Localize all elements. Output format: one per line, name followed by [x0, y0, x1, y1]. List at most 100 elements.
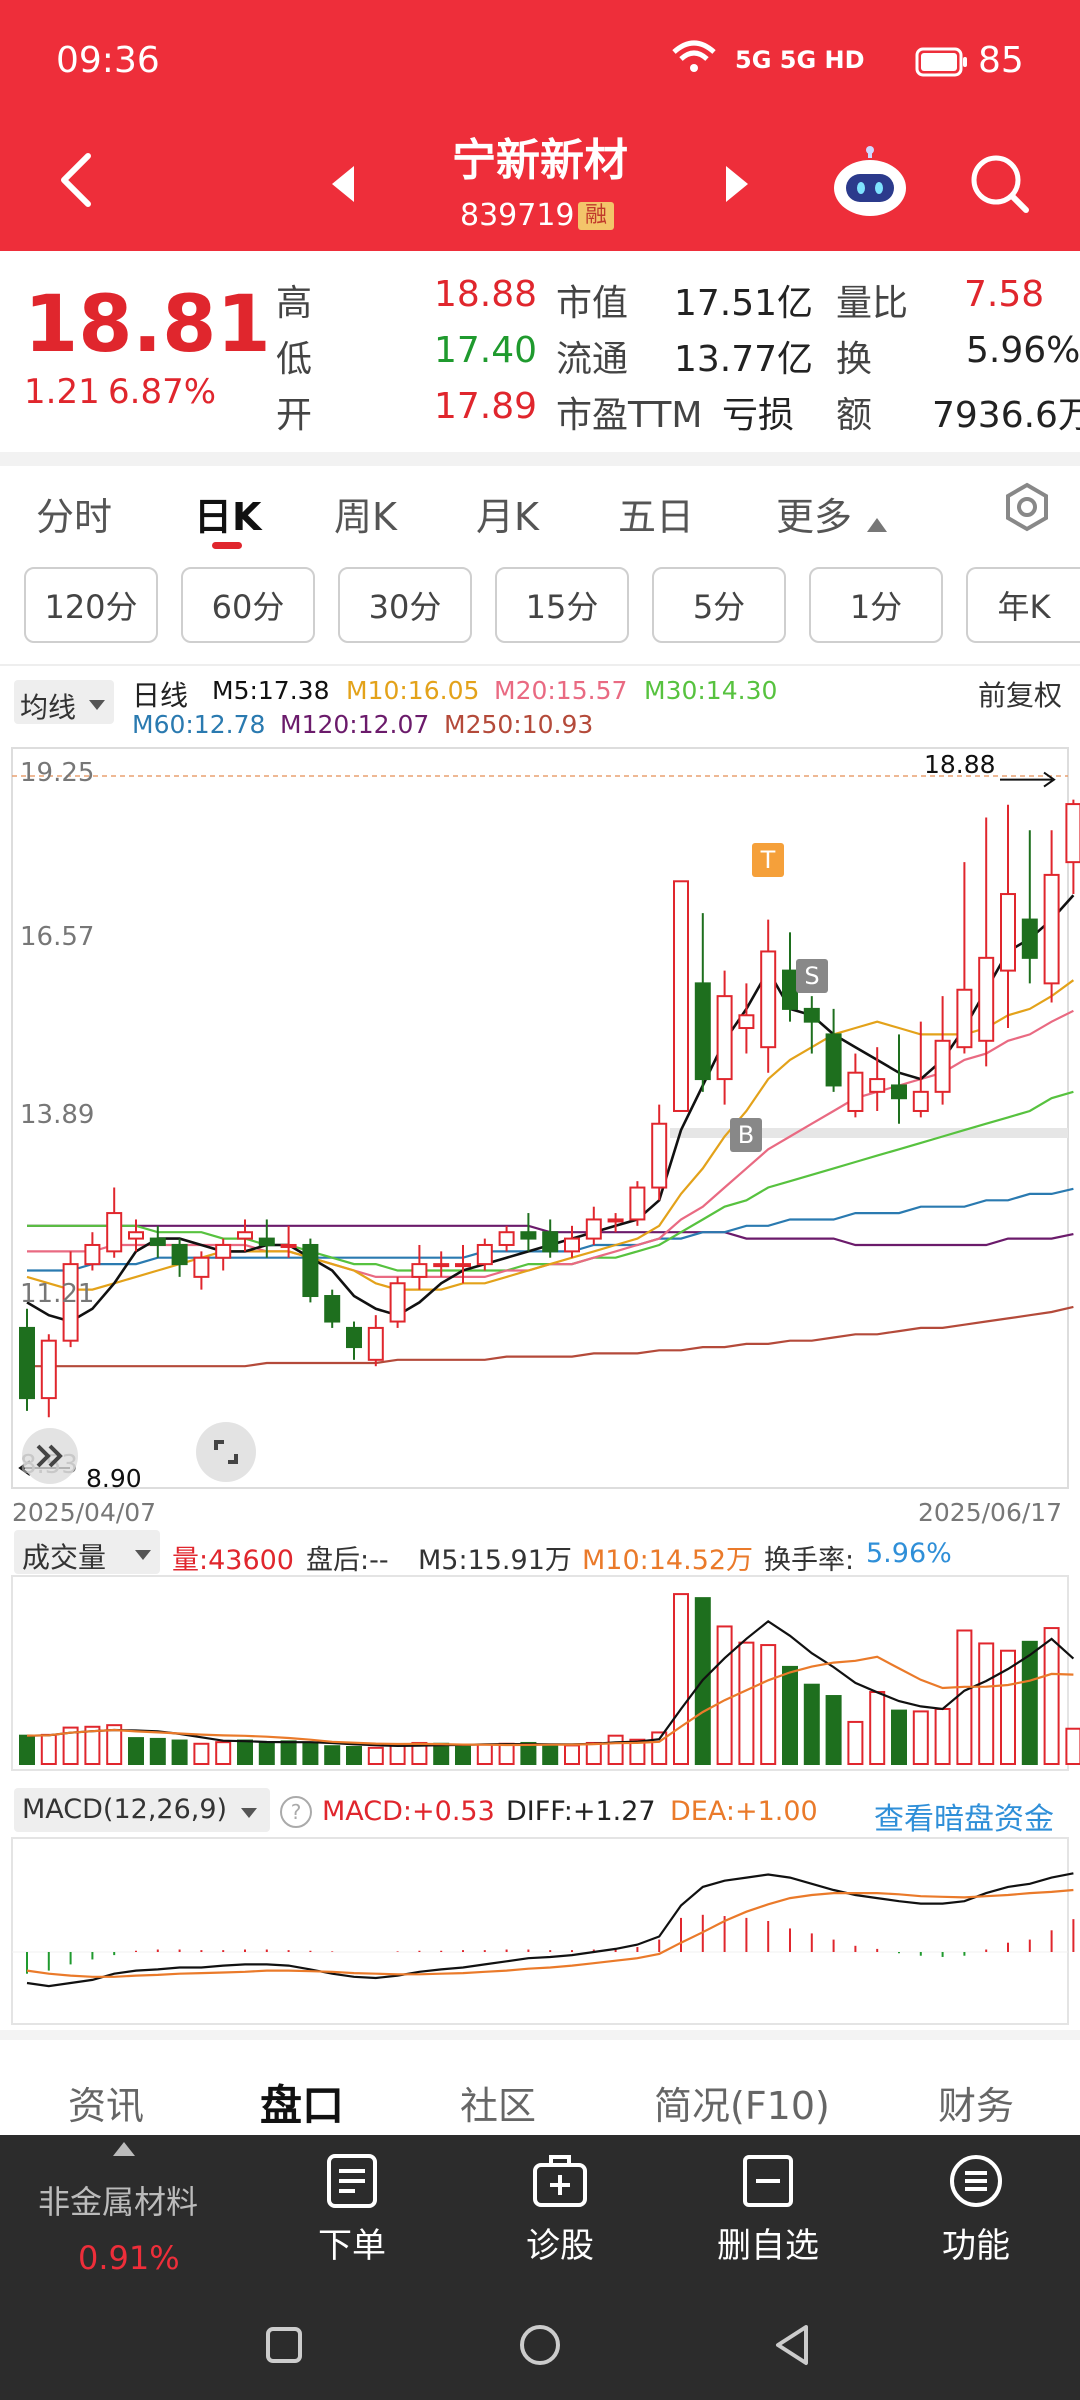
volume-bar [564, 1744, 580, 1766]
recent-apps-icon[interactable] [264, 2325, 304, 2369]
search-icon[interactable] [968, 152, 1032, 220]
macd-chart[interactable] [0, 1836, 1080, 2026]
diff-value: DIFF:+1.27 [506, 1796, 656, 1827]
signal-t: T [752, 843, 784, 877]
volume-bar [455, 1744, 471, 1766]
candle [978, 817, 995, 1067]
price-change-pct: 6.87% [108, 372, 217, 412]
remove-watchlist-button[interactable]: 删自选 [688, 2153, 848, 2267]
expand-left-icon[interactable] [22, 1428, 78, 1484]
candle [1021, 830, 1038, 984]
candle [302, 1238, 319, 1303]
macd-value: MACD:+0.53 [322, 1796, 495, 1827]
turnover-rate-label: 换手率: [764, 1545, 855, 1576]
macd-selector[interactable]: MACD(12,26,9) [14, 1788, 270, 1832]
volume-bar [1043, 1627, 1060, 1766]
volume-bar [891, 1709, 907, 1766]
vol-ma10-line [26, 1655, 1074, 1747]
sector-name[interactable]: 非金属材料 [38, 2183, 199, 2221]
afterhours-value: 盘后:-- [306, 1545, 389, 1576]
volume-bar [476, 1743, 493, 1765]
candle [411, 1244, 428, 1290]
volume-bar [673, 1593, 689, 1765]
candle-body [934, 1039, 951, 1093]
next-stock-icon[interactable] [722, 164, 752, 208]
candle-body [738, 1014, 755, 1030]
system-nav-bar [0, 2295, 1080, 2400]
candle [193, 1251, 210, 1290]
tab-weekly-k[interactable]: 周K [334, 495, 397, 539]
volume-selector[interactable]: 成交量 [14, 1530, 160, 1574]
volume-bar [1065, 1727, 1080, 1765]
tab-orderbook[interactable]: 盘口 [260, 2081, 345, 2130]
candle-body [498, 1231, 515, 1246]
divider [0, 452, 1080, 466]
candle [564, 1225, 580, 1258]
home-icon[interactable] [518, 2323, 562, 2371]
pill-120min[interactable]: 120分 [24, 567, 158, 643]
order-button[interactable]: 下单 [272, 2153, 432, 2267]
volume-bar [40, 1733, 57, 1765]
tab-daily-k[interactable]: 日K [194, 495, 262, 539]
dea-value: DEA:+1.00 [670, 1796, 818, 1827]
ma120-value: M120:12.07 [280, 710, 430, 739]
volume-bar [302, 1742, 319, 1765]
ma250-line [27, 1305, 1074, 1368]
ma-selector[interactable]: 均线 [14, 680, 114, 724]
pill-yearly[interactable]: 年K [966, 567, 1080, 643]
float-label: 流通 [556, 339, 629, 380]
candle [346, 1321, 362, 1360]
candle-body [651, 1122, 668, 1189]
vol-ratio-value: 7.58 [964, 274, 1045, 315]
candle [149, 1225, 166, 1258]
candle-body [1065, 803, 1080, 864]
fullscreen-icon[interactable] [196, 1422, 256, 1482]
pill-5min[interactable]: 5分 [652, 567, 786, 643]
candle [782, 932, 798, 1022]
candle-body [891, 1084, 907, 1100]
candle-body [128, 1231, 144, 1240]
tab-fenshi[interactable]: 分时 [36, 495, 113, 539]
pill-15min[interactable]: 15分 [495, 567, 629, 643]
robot-assistant-icon[interactable] [830, 146, 910, 222]
tab-monthly-k[interactable]: 月K [476, 495, 539, 539]
turnover-rate-value: 5.96% [866, 1538, 952, 1569]
tab-more[interactable]: 更多 [776, 495, 853, 539]
macd-selector-label: MACD(12,26,9) [22, 1794, 228, 1825]
adjust-mode[interactable]: 前复权 [978, 679, 1063, 712]
pill-60min[interactable]: 60分 [181, 567, 315, 643]
candle [367, 1315, 384, 1367]
prev-stock-icon[interactable] [328, 164, 358, 208]
pill-1min[interactable]: 1分 [809, 567, 943, 643]
volume-bar [389, 1743, 406, 1765]
candle [825, 1008, 842, 1092]
diagnose-button[interactable]: 诊股 [480, 2153, 640, 2267]
candle-body [673, 880, 689, 1112]
tab-five-day[interactable]: 五日 [618, 495, 695, 539]
volume-bar [280, 1740, 297, 1766]
volume-value: 量:43600 [172, 1545, 294, 1576]
settings-icon[interactable] [1002, 482, 1052, 541]
candle [694, 913, 711, 1092]
volume-chart[interactable] [0, 1574, 1080, 1774]
caret-up-icon [866, 498, 888, 542]
back-nav-icon[interactable] [772, 2323, 812, 2371]
candle-body [346, 1326, 362, 1349]
function-button[interactable]: 功能 [896, 2153, 1056, 2267]
tab-community[interactable]: 社区 [460, 2084, 537, 2128]
tab-news[interactable]: 资讯 [68, 2084, 145, 2128]
high-marker: 18.88 [924, 750, 996, 779]
tab-f10[interactable]: 简况(F10) [654, 2084, 830, 2128]
help-icon[interactable]: ? [280, 1796, 312, 1828]
back-icon[interactable] [56, 150, 96, 214]
candle [19, 1308, 35, 1411]
kline-chart[interactable] [0, 740, 1080, 1500]
pill-30min[interactable]: 30分 [338, 567, 472, 643]
candle-body [171, 1243, 188, 1266]
tab-finance[interactable]: 财务 [938, 2084, 1015, 2128]
dark-pool-link[interactable]: 查看暗盘资金 [874, 1802, 1054, 1837]
volume-bar [912, 1710, 929, 1765]
remove-watchlist-label: 删自选 [717, 2226, 819, 2266]
volume-bar [738, 1641, 755, 1765]
price-change: 1.21 [24, 372, 100, 412]
